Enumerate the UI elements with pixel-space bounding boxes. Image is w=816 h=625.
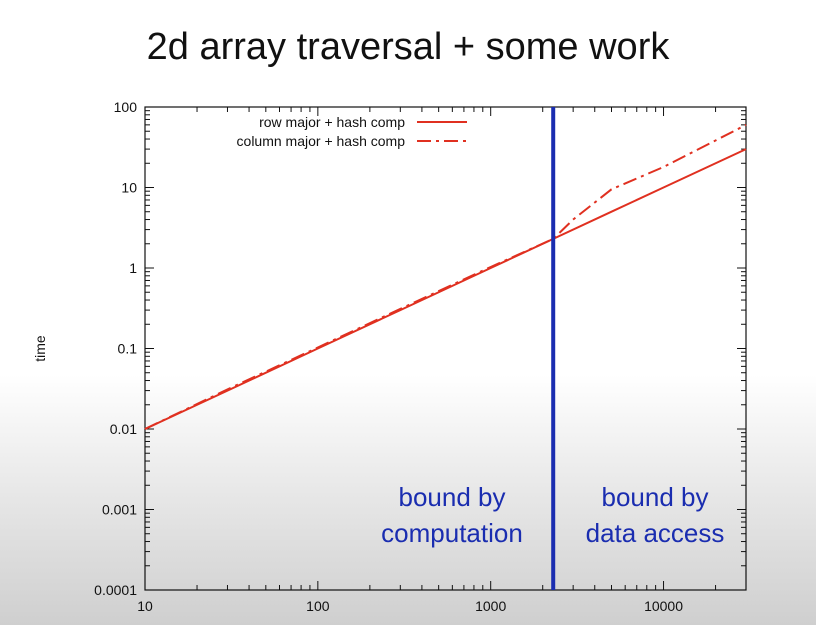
annotation-left-line-2: computation: [381, 518, 523, 548]
slide-title: 2d array traversal + some work: [146, 26, 670, 68]
legend-label-row-major: row major + hash comp: [259, 114, 405, 130]
y-tick-label: 10: [121, 180, 137, 196]
x-tick-label: 1000: [475, 598, 506, 614]
annotation-right-line-2: data access: [586, 518, 725, 548]
y-tick-label: 0.01: [110, 421, 137, 437]
annotation-right-line-1: bound by: [602, 482, 709, 512]
x-tick-label: 10: [137, 598, 153, 614]
series-lines: [144, 124, 747, 430]
axis-tick-labels: 0.0001 0.001 0.01 0.1 1 10 100 10 100 1000 10000: [94, 99, 683, 614]
y-tick-label: 0.001: [102, 502, 137, 518]
annotation-left-line-1: bound by: [399, 482, 506, 512]
y-tick-label: 0.1: [118, 341, 138, 357]
y-tick-label: 1: [129, 260, 137, 276]
series-line-column-major: [144, 124, 747, 430]
y-tick-label: 0.0001: [94, 582, 137, 598]
y-tick-label: 100: [114, 99, 138, 115]
legend: row major + hash comp column major + has…: [237, 114, 467, 149]
y-axis-label: time: [32, 335, 48, 362]
x-tick-label: 100: [306, 598, 330, 614]
axis-ticks: [144, 106, 747, 591]
x-tick-label: 10000: [644, 598, 683, 614]
legend-label-column-major: column major + hash comp: [237, 133, 406, 149]
